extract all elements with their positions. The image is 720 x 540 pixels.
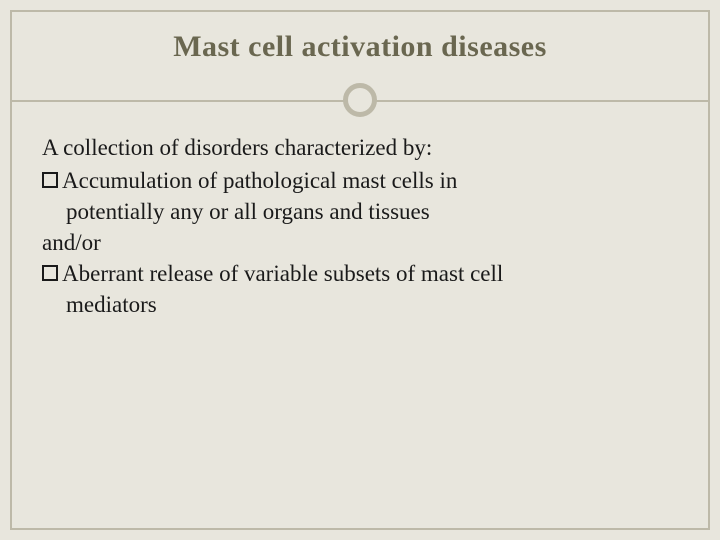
bullet-continuation: mediators xyxy=(42,289,678,320)
title-area: Mast cell activation diseases xyxy=(12,12,708,74)
title-divider xyxy=(12,80,708,120)
intro-text: A collection of disorders characterized … xyxy=(42,132,678,163)
content-area: A collection of disorders characterized … xyxy=(12,120,708,320)
bullet-continuation: potentially any or all organs and tissue… xyxy=(42,196,678,227)
connector-text: and/or xyxy=(42,227,678,258)
bullet-item: Aberrant release of variable subsets of … xyxy=(42,258,678,289)
slide-title: Mast cell activation diseases xyxy=(12,30,708,64)
slide: Mast cell activation diseases A collecti… xyxy=(0,0,720,540)
square-bullet-icon xyxy=(42,172,58,188)
bullet-text: Aberrant release of variable subsets of … xyxy=(62,258,678,289)
bullet-item: Accumulation of pathological mast cells … xyxy=(42,165,678,196)
slide-inner-frame: Mast cell activation diseases A collecti… xyxy=(10,10,710,530)
divider-circle-icon xyxy=(343,83,377,117)
bullet-text: Accumulation of pathological mast cells … xyxy=(62,165,678,196)
square-bullet-icon xyxy=(42,265,58,281)
